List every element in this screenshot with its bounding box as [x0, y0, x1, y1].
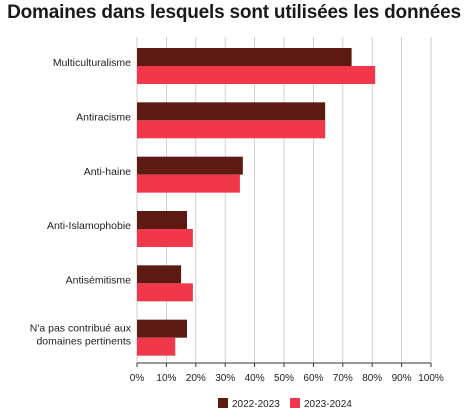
bar-series-1 — [137, 265, 182, 284]
bar-series-2 — [137, 283, 193, 302]
x-tick-label: 80% — [362, 373, 382, 384]
x-tick-label: 0% — [130, 373, 145, 384]
category-label: N'a pas contribué aux — [30, 322, 132, 334]
category-label: Anti-haine — [84, 166, 131, 178]
x-tick-label: 90% — [392, 373, 412, 384]
legend-label: 2023-2024 — [304, 399, 352, 410]
x-tick-label: 30% — [215, 373, 235, 384]
bar-series-2 — [137, 120, 326, 139]
x-tick-label: 50% — [274, 373, 294, 384]
chart-title: Domaines dans lesquels sont utilisées le… — [7, 2, 461, 23]
bar-series-2 — [137, 174, 240, 193]
bar-series-1 — [137, 102, 326, 121]
legend-label: 2022-2023 — [232, 399, 280, 410]
category-label: Antisémitisme — [66, 275, 132, 287]
x-tick-label: 60% — [303, 373, 323, 384]
bar-series-2 — [137, 66, 376, 84]
bar-series-2 — [137, 337, 176, 356]
bar-series-1 — [137, 48, 352, 66]
bar-series-1 — [137, 211, 187, 229]
category-label: Multiculturalisme — [53, 57, 131, 69]
x-tick-label: 20% — [186, 373, 206, 384]
category-label: Antiracisme — [76, 112, 131, 124]
x-tick-label: 40% — [245, 373, 265, 384]
x-tick-label: 100% — [418, 373, 444, 384]
bar-series-1 — [137, 156, 243, 175]
bar-series-1 — [137, 319, 187, 338]
x-tick-label: 70% — [333, 373, 353, 384]
bar-series-2 — [137, 229, 193, 247]
x-tick-label: 10% — [156, 373, 176, 384]
category-label: domaines pertinents — [36, 335, 131, 347]
category-label: Anti-Islamophobie — [47, 220, 131, 232]
legend-swatch — [218, 398, 228, 408]
gridlines — [136, 37, 432, 363]
legend: 2022-2023 2023-2024 — [218, 398, 352, 410]
legend-swatch — [290, 398, 300, 408]
